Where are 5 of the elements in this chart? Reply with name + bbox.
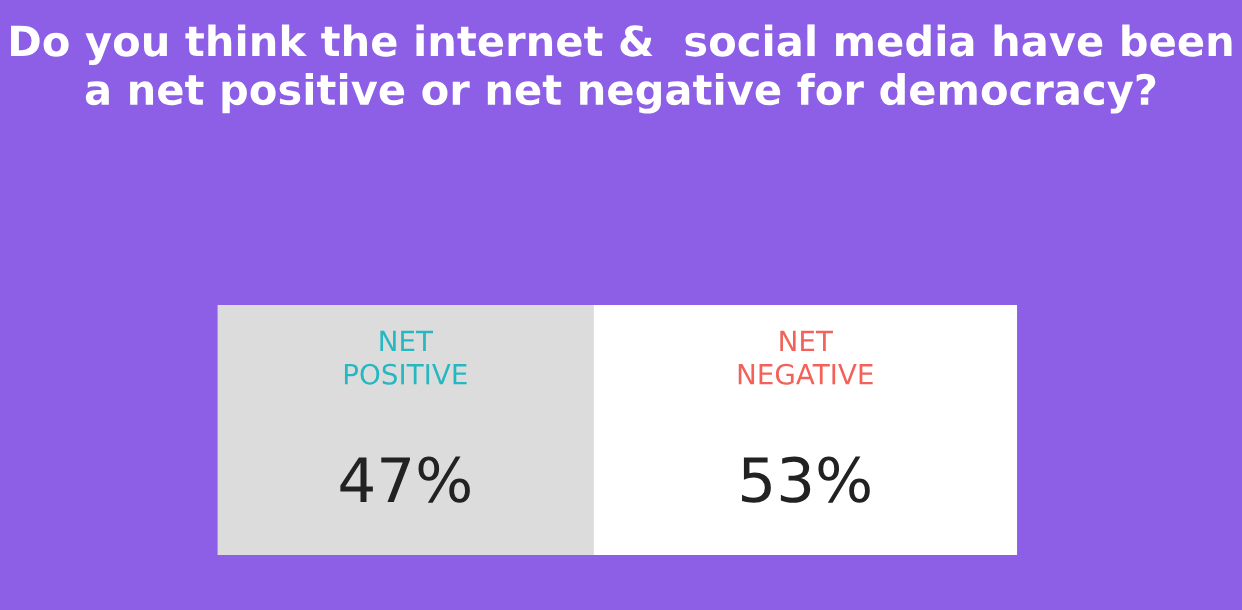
series-label: NET NEGATIVE xyxy=(738,330,873,385)
data-label: 53% xyxy=(742,456,870,503)
series-label: NET POSITIVE xyxy=(344,330,467,385)
chart-title: Do you think the internet & social media have been a net positive or net negative for democracy? xyxy=(11,24,1232,114)
data-label: 47% xyxy=(340,456,470,503)
